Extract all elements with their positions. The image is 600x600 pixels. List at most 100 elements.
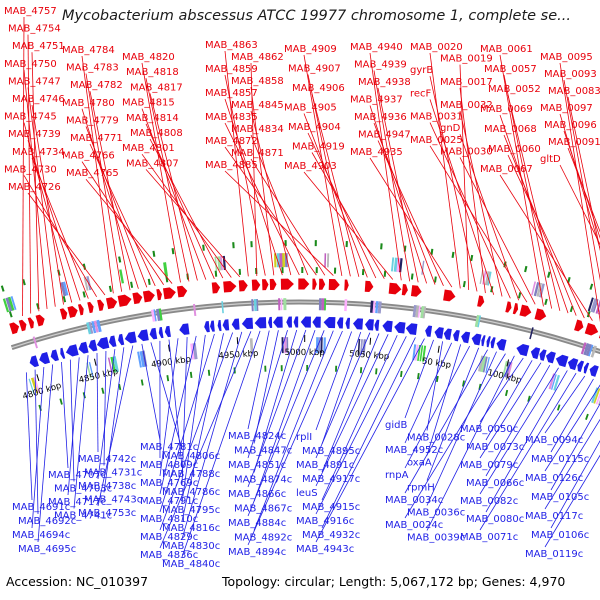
misc-feature-block [531, 281, 537, 296]
misc-feature-block [30, 377, 39, 394]
kbp-tick-label: 5000 kbp [285, 348, 325, 358]
guide-marker [417, 373, 420, 380]
misc-feature-block [553, 374, 560, 391]
guide-marker [345, 241, 348, 248]
misc-feature-block [357, 338, 361, 355]
reverse-gene-arrow [158, 326, 164, 339]
misc-feature-block [278, 298, 281, 311]
forward-leader-line [303, 113, 368, 278]
reverse-gene-label: MAB_4830c [162, 541, 220, 552]
misc-feature-block [119, 269, 125, 284]
forward-leader-line [141, 108, 207, 280]
guide-marker [166, 375, 170, 382]
forward-gene-label: MAB_4746 [12, 94, 65, 105]
reverse-gene-arrow [545, 351, 556, 364]
misc-feature-block [529, 327, 534, 340]
reverse-leader-line [479, 357, 524, 423]
reverse-leader-line [69, 359, 75, 482]
forward-leader-line [563, 130, 600, 239]
reverse-leader-line [544, 454, 600, 548]
misc-feature-block [485, 357, 490, 373]
reverse-gene-arrow [336, 317, 344, 329]
reverse-leader-line [404, 349, 488, 494]
forward-gene-arrow [519, 304, 532, 317]
reverse-gene-arrow [312, 316, 321, 328]
forward-gene-label: MAB_4783 [66, 63, 119, 74]
misc-feature-block [284, 253, 288, 268]
forward-gene-label: MAB_0061 [480, 44, 533, 55]
kbp-tick [369, 337, 372, 345]
reverse-gene-arrow [108, 335, 117, 347]
reverse-gene-arrow [96, 336, 110, 350]
misc-feature-block [372, 300, 376, 314]
forward-leader-line [307, 74, 351, 277]
guide-marker [335, 365, 338, 372]
reverse-gene-arrow [222, 319, 230, 331]
forward-leader-line [369, 105, 427, 284]
forward-gene-arrow [211, 282, 221, 294]
forward-gene-arrow [534, 308, 547, 321]
reverse-gene-label: MAB_4703c [54, 484, 112, 495]
guide-marker [556, 404, 561, 411]
reverse-gene-arrow [394, 321, 406, 334]
forward-gene-arrow [176, 285, 188, 298]
forward-gene-arrow [388, 282, 402, 295]
misc-feature-block [588, 344, 594, 357]
forward-leader-line [459, 157, 536, 305]
forward-leader-line [31, 104, 64, 305]
reverse-gene-arrow [471, 333, 482, 346]
misc-feature-block [251, 299, 254, 312]
kbp-tick-label: 4950 kbp [218, 349, 259, 362]
reverse-leader-line [404, 345, 471, 469]
reverse-leader-line [426, 355, 515, 531]
kbp-tick-label: 5050 kbp [349, 349, 390, 362]
misc-feature-block [86, 322, 92, 335]
misc-feature-block [150, 309, 156, 322]
reverse-gene-arrow [345, 317, 351, 329]
reverse-gene-label: MAB_0024c [385, 520, 443, 531]
forward-gene-arrow [443, 289, 456, 302]
misc-feature-block [417, 305, 421, 318]
reverse-gene-arrow [273, 316, 283, 328]
reverse-gene-label: MAB_0028c [407, 433, 465, 444]
misc-feature-block [474, 314, 480, 328]
reverse-gene-label: MAB_4694c [12, 530, 70, 541]
map-title: Mycobacterium abscessus ATCC 19977 chrom… [62, 8, 571, 24]
reverse-leader-line [315, 338, 425, 543]
misc-feature-block [482, 270, 487, 285]
misc-feature-block [421, 345, 427, 362]
reverse-gene-label: MAB_0039c [407, 533, 465, 544]
forward-leader-line [311, 152, 385, 279]
reverse-gene-label: MAB_4742c [78, 454, 136, 465]
forward-gene-label: MAB_4857 [205, 88, 258, 99]
reverse-gene-label: rnpA [385, 470, 409, 481]
forward-gene-label: MAB_4808 [130, 128, 183, 139]
misc-feature-block [480, 355, 487, 373]
forward-gene-label: MAB_4834 [231, 124, 284, 135]
reverse-gene-label: MAB_0117c [525, 511, 583, 522]
reverse-gene-label: MAB_4791c [140, 496, 198, 507]
reverse-gene-label: MAB_4816c [162, 523, 220, 534]
misc-feature-block [478, 355, 485, 372]
guide-marker [238, 268, 242, 275]
reverse-gene-label: MAB_4840c [162, 559, 220, 570]
forward-gene-arrow [87, 301, 94, 314]
misc-feature-block [253, 299, 258, 312]
guide-marker [62, 296, 67, 303]
reverse-gene-arrow [382, 320, 393, 333]
reverse-gene-arrow [577, 360, 585, 373]
forward-gene-label: MAB_4771 [70, 133, 123, 144]
forward-gene-label: recF [410, 88, 432, 99]
reverse-leader-line [253, 330, 334, 531]
forward-leader-line [85, 126, 148, 288]
forward-gene-arrow [280, 278, 294, 290]
reverse-leader-line [550, 403, 600, 491]
guide-marker [359, 367, 363, 374]
misc-feature-block [548, 373, 556, 390]
reverse-leader-line [544, 384, 600, 472]
guide-marker [361, 269, 365, 276]
reverse-gene-label: MAB_0094c [525, 435, 583, 446]
reverse-leader-line [550, 378, 594, 453]
